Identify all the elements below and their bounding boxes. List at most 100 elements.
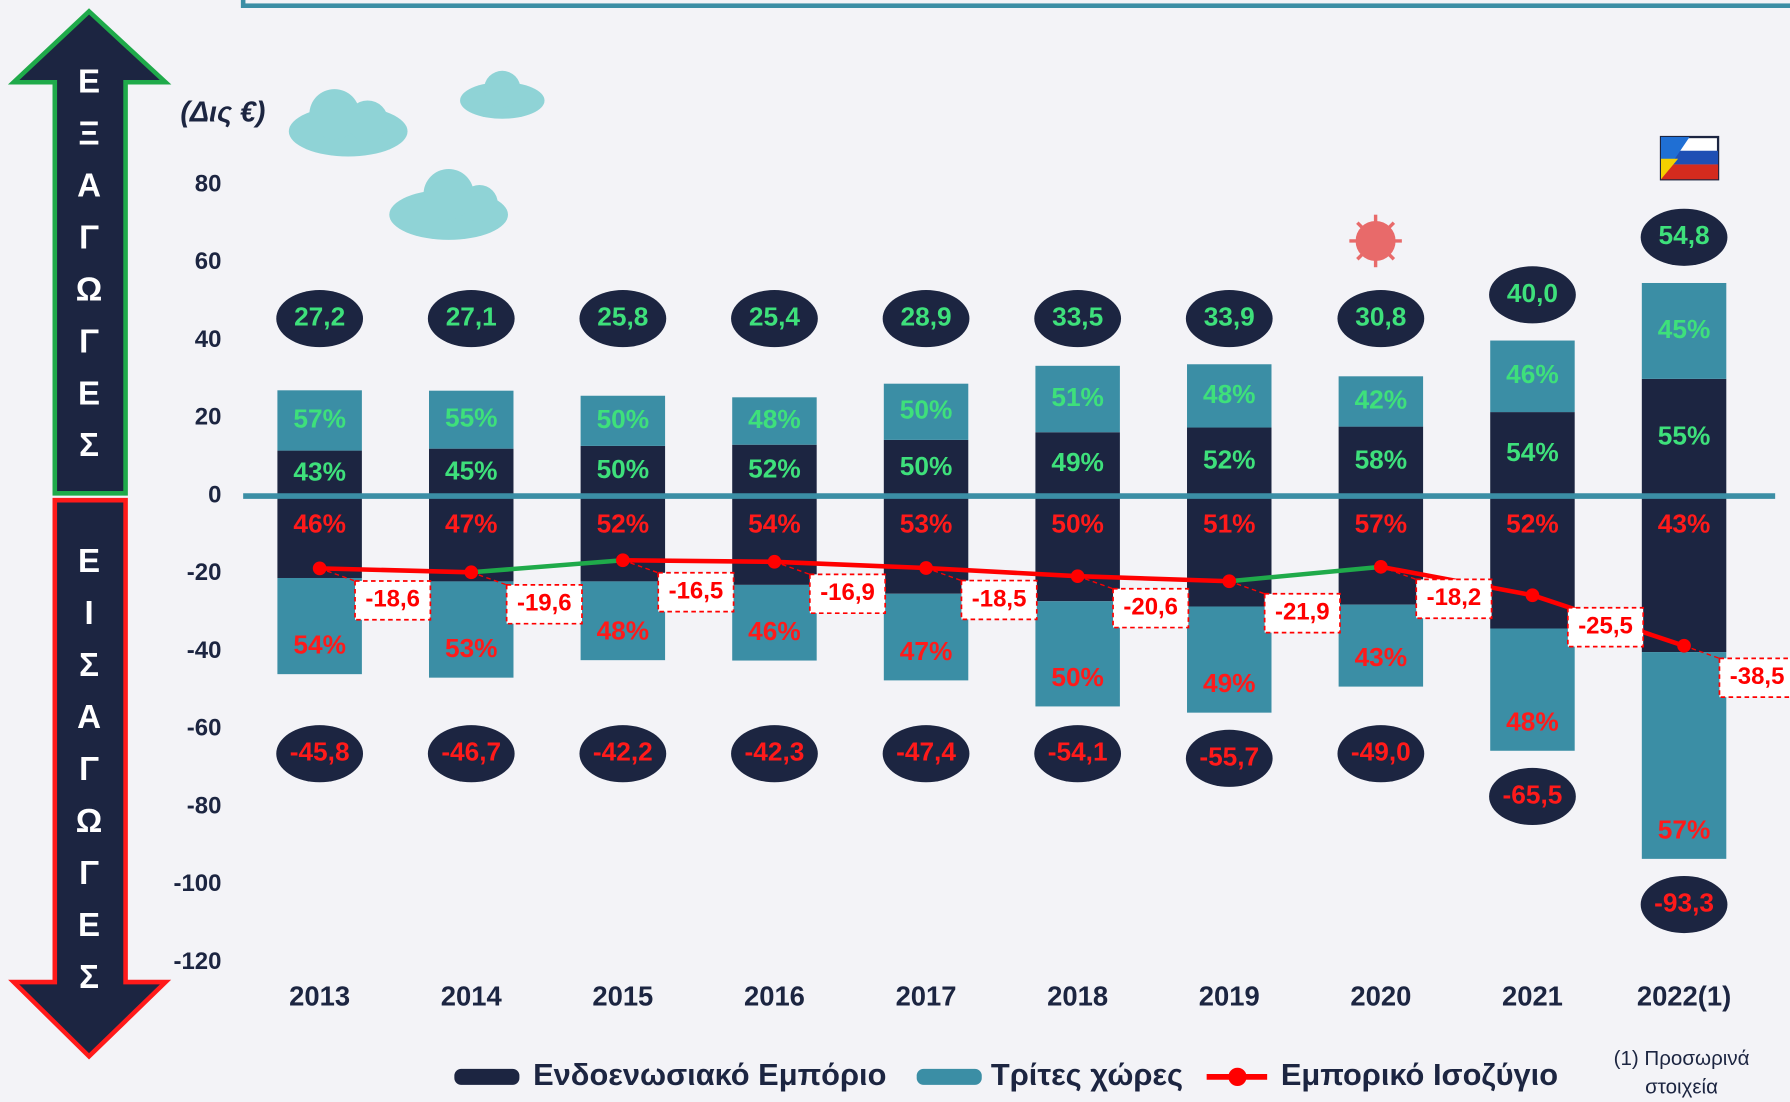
total-label: -93,3 <box>1654 887 1714 917</box>
balance-label: -20,6 <box>1123 593 1178 620</box>
balance-point <box>464 565 478 579</box>
total-label: 28,9 <box>901 302 952 332</box>
balance-point <box>1222 574 1236 588</box>
share-label: 54% <box>293 630 346 660</box>
balance-label: -21,9 <box>1275 599 1330 626</box>
y-tick-label: 80 <box>195 170 222 197</box>
share-label: 52% <box>597 509 650 539</box>
balance-point <box>1677 639 1691 653</box>
share-label: 47% <box>445 509 498 539</box>
x-tick-label: 2013 <box>289 980 350 1011</box>
balance-point <box>1374 560 1388 574</box>
balance-label: -18,6 <box>365 586 420 613</box>
balance-label: -16,5 <box>669 578 724 605</box>
y-tick-label: 0 <box>208 481 221 508</box>
top-frame <box>243 0 1790 6</box>
chart: (Δις €) 806040200-20-40-60-80-100-12043%… <box>0 0 1790 1102</box>
x-tick-label: 2017 <box>896 980 957 1011</box>
x-tick-label: 2021 <box>1502 980 1563 1011</box>
y-tick-label: -40 <box>187 637 222 664</box>
total-label: -55,7 <box>1199 741 1259 771</box>
total-label: 33,9 <box>1204 302 1255 332</box>
flag-icon <box>1661 137 1718 179</box>
y-tick-label: -100 <box>173 870 221 897</box>
share-label: 43% <box>293 456 346 486</box>
share-label: 58% <box>1355 444 1408 474</box>
share-label: 50% <box>1051 509 1104 539</box>
share-label: 53% <box>900 509 953 539</box>
share-label: 52% <box>1203 445 1256 475</box>
total-label: -42,2 <box>593 737 653 767</box>
share-label: 47% <box>900 636 953 666</box>
page: (Δις €) 806040200-20-40-60-80-100-12043%… <box>0 0 1790 1102</box>
balance-label: -25,5 <box>1578 613 1633 640</box>
y-axis-label: (Δις €) <box>180 97 265 129</box>
legend-swatch <box>454 1069 519 1085</box>
total-label: 30,8 <box>1355 302 1406 332</box>
legend-dot <box>1228 1068 1246 1086</box>
total-label: 25,4 <box>749 302 800 332</box>
stage: (Δις €) 806040200-20-40-60-80-100-12043%… <box>0 0 1790 1102</box>
share-label: 50% <box>597 404 650 434</box>
exports-word: ΕΞΑΓΩΓΕΣ <box>68 64 109 480</box>
share-label: 45% <box>1658 314 1711 344</box>
x-tick-label: 2015 <box>592 980 653 1011</box>
balance-label: -18,5 <box>972 585 1027 612</box>
share-label: 51% <box>1203 509 1256 539</box>
imports-word: ΕΙΣΑΓΩΓΕΣ <box>68 544 109 1012</box>
total-label: 27,2 <box>294 302 345 332</box>
total-label: 25,8 <box>597 302 648 332</box>
share-label: 46% <box>748 616 801 646</box>
total-label: -49,0 <box>1351 737 1411 767</box>
share-label: 50% <box>597 454 650 484</box>
balance-label: -19,6 <box>517 590 572 617</box>
bar-segment <box>429 581 513 677</box>
balance-point <box>616 553 630 567</box>
legend-label: Ενδοενωσιακό Εμπόριο <box>533 1057 886 1092</box>
balance-label: -18,2 <box>1427 584 1482 611</box>
share-label: 43% <box>1355 642 1408 672</box>
share-label: 49% <box>1203 668 1256 698</box>
share-label: 52% <box>748 453 801 483</box>
share-label: 48% <box>597 616 650 646</box>
total-label: 40,0 <box>1507 278 1558 308</box>
share-label: 54% <box>1506 437 1559 467</box>
share-label: 46% <box>1506 359 1559 389</box>
share-label: 57% <box>293 403 346 433</box>
total-label: -42,3 <box>745 737 805 767</box>
balance-point <box>768 555 782 569</box>
balance-point <box>1526 588 1540 602</box>
virus-icon <box>1349 215 1402 268</box>
total-label: -45,8 <box>290 737 350 767</box>
share-label: 48% <box>748 404 801 434</box>
x-tick-label: 2014 <box>441 980 503 1011</box>
share-label: 48% <box>1506 706 1559 736</box>
y-tick-label: -80 <box>187 792 222 819</box>
total-label: 54,8 <box>1659 220 1710 250</box>
legend-label: Τρίτες χώρες <box>991 1057 1183 1092</box>
total-label: -65,5 <box>1503 779 1563 809</box>
bar-segment <box>277 578 361 674</box>
legend-swatch <box>917 1069 982 1085</box>
share-label: 55% <box>1658 420 1711 450</box>
balance-point <box>919 561 933 575</box>
total-label: 27,1 <box>446 302 497 332</box>
total-label: -54,1 <box>1048 737 1108 767</box>
share-label: 48% <box>1203 379 1256 409</box>
y-tick-label: -120 <box>173 948 221 975</box>
y-tick-label: -60 <box>187 715 222 742</box>
share-label: 51% <box>1051 382 1104 412</box>
share-label: 52% <box>1506 509 1559 539</box>
balance-point <box>313 562 327 576</box>
balance-label: -16,9 <box>820 579 875 606</box>
legend-label: Εμπορικό Ισοζύγιο <box>1281 1057 1558 1092</box>
share-label: 50% <box>900 451 953 481</box>
share-label: 45% <box>445 455 498 485</box>
balance-point <box>1071 569 1085 583</box>
y-tick-label: -20 <box>187 559 222 586</box>
share-label: 55% <box>445 403 498 433</box>
share-label: 43% <box>1658 509 1711 539</box>
share-label: 53% <box>445 633 498 663</box>
total-label: 33,5 <box>1052 302 1103 332</box>
footnote: στοιχεία <box>1645 1076 1718 1099</box>
